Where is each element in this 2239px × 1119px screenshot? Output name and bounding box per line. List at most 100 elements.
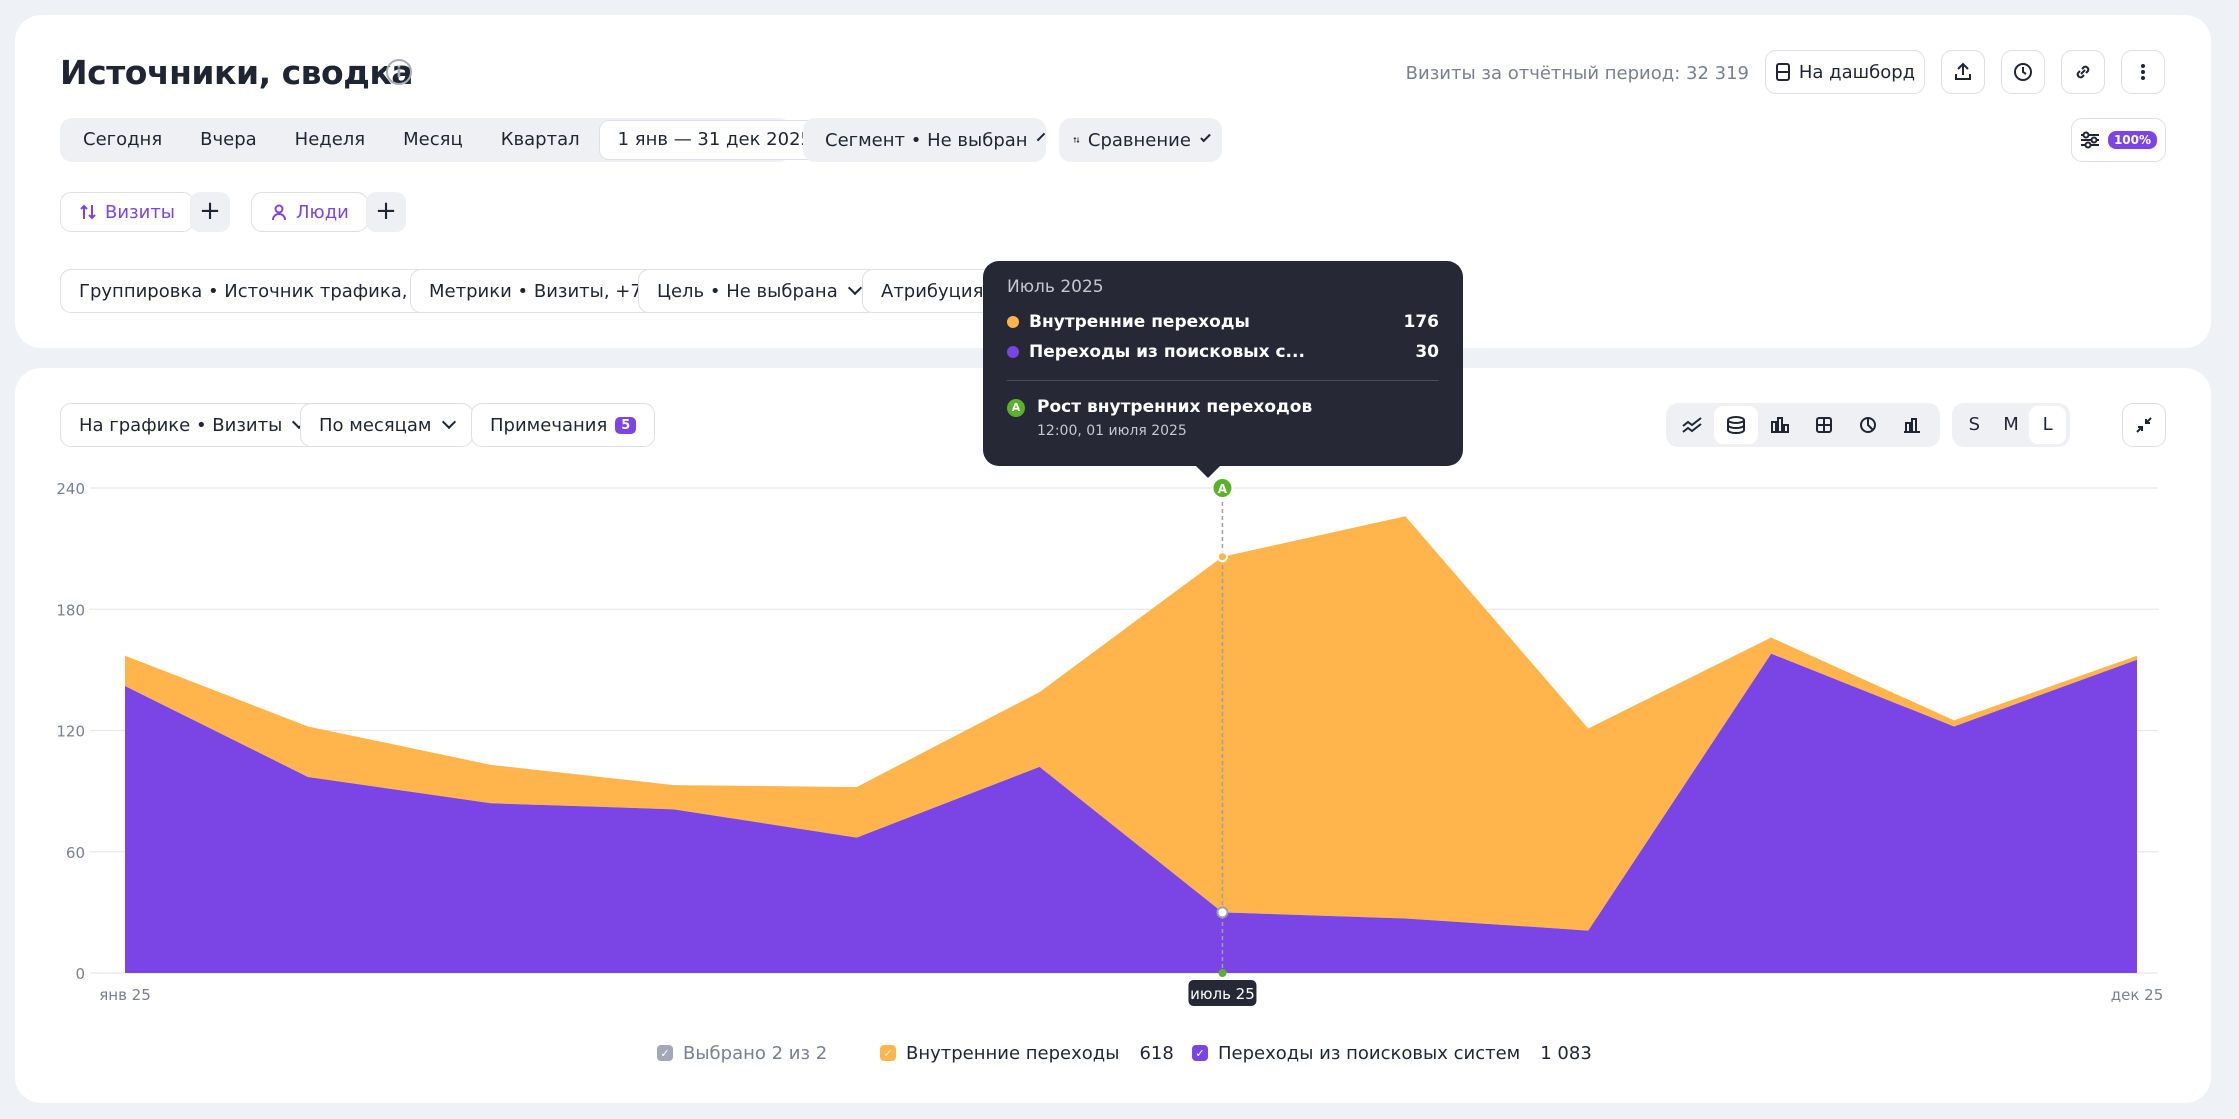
tooltip-row-search: Переходы из поисковых с... 30 <box>1007 339 1439 365</box>
legend-selected-toggle[interactable]: ✓ Выбрано 2 из 2 <box>657 1040 827 1066</box>
metrics-filter[interactable]: Метрики • Визиты, +7 <box>410 269 661 313</box>
checkbox-icon: ✓ <box>657 1045 673 1061</box>
chart-type-bar[interactable] <box>1758 406 1802 444</box>
legend-series-total: 1 083 <box>1540 1042 1592 1064</box>
compare-dropdown[interactable]: Сравнение <box>1059 118 1222 162</box>
upload-icon <box>1955 62 1971 80</box>
size-s[interactable]: S <box>1968 414 1981 435</box>
info-icon[interactable]: i <box>386 59 412 85</box>
compare-icon <box>1073 137 1080 143</box>
page-title: Источники, сводка <box>60 53 414 92</box>
legend-item-search[interactable]: ✓ Переходы из поисковых систем 1 083 <box>1192 1040 1592 1066</box>
tooltip-row-internal: Внутренние переходы 176 <box>1007 309 1439 335</box>
notes-button[interactable]: Примечания 5 <box>471 403 656 447</box>
tab-visits-label: Визиты <box>105 201 176 223</box>
legend-item-internal[interactable]: ✓ Внутренние переходы 618 <box>880 1040 1174 1066</box>
add-visits-button[interactable]: + <box>190 192 230 232</box>
chart-type-switcher <box>1666 403 1940 447</box>
period-quarter[interactable]: Квартал <box>500 129 580 150</box>
chart-type-line[interactable] <box>1670 406 1714 444</box>
legend-selected-label: Выбрано 2 из 2 <box>683 1042 828 1064</box>
more-vertical-icon <box>2141 64 2145 80</box>
dashboard-icon <box>1775 63 1790 81</box>
checkbox-icon: ✓ <box>1192 1045 1208 1061</box>
share-link-button[interactable] <box>2061 50 2105 94</box>
stacked-bar-icon <box>1816 417 1832 433</box>
visits-total: Визиты за отчётный период: 32 319 <box>1405 63 1749 84</box>
chevron-down-icon <box>1036 132 1045 142</box>
chart-tooltip: Июль 2025 Внутренние переходы 176 Перехо… <box>983 261 1463 478</box>
grouping-filter[interactable]: Группировка • Источник трафика, +2 <box>60 269 459 313</box>
tab-people[interactable]: Люди <box>251 192 368 232</box>
tooltip-series-name: Внутренние переходы <box>1029 312 1250 332</box>
export-button[interactable] <box>1941 50 1985 94</box>
legend-series-total: 618 <box>1139 1042 1174 1064</box>
visits-icon <box>80 204 96 220</box>
tooltip-series-value: 30 <box>1415 342 1439 362</box>
clock-icon <box>2014 63 2032 81</box>
detail-label: По месяцам <box>319 414 432 436</box>
chart-type-area[interactable] <box>1714 406 1758 444</box>
chart-type-columns[interactable] <box>1890 406 1934 444</box>
grouping-label: Группировка • Источник трафика, +2 <box>79 280 440 302</box>
goal-label: Цель • Не выбрана <box>657 280 838 302</box>
history-button[interactable] <box>2001 50 2045 94</box>
person-icon <box>272 204 286 221</box>
tab-visits[interactable]: Визиты <box>60 192 195 232</box>
chart-metric-label: На графике • Визиты <box>79 414 283 436</box>
metrics-label: Метрики • Визиты, +7 <box>429 280 642 302</box>
collapse-chart-button[interactable] <box>2122 403 2166 447</box>
tooltip-title: Июль 2025 <box>1007 277 1104 297</box>
note-time: 12:00, 01 июля 2025 <box>1037 423 1187 439</box>
size-l[interactable]: L <box>2029 406 2067 444</box>
period-today[interactable]: Сегодня <box>83 129 163 150</box>
detail-dropdown[interactable]: По месяцам <box>300 403 473 447</box>
to-dashboard-label: На дашборд <box>1798 61 1916 83</box>
tooltip-divider <box>1007 380 1439 381</box>
add-people-button[interactable]: + <box>366 192 406 232</box>
goal-filter[interactable]: Цель • Не выбрана <box>638 269 879 313</box>
note-marker-icon: A <box>1007 399 1025 417</box>
chart-size-switcher: S M L <box>1952 403 2070 447</box>
chevron-down-icon <box>1200 131 1211 143</box>
more-button[interactable] <box>2121 50 2165 94</box>
checkbox-icon: ✓ <box>880 1045 896 1061</box>
attribution-filter[interactable]: Атрибуция • <box>862 269 1002 313</box>
chart-metric-dropdown[interactable]: На графике • Визиты <box>60 403 324 447</box>
link-icon <box>2076 65 2090 79</box>
sliders-icon <box>2080 131 2099 149</box>
period-week[interactable]: Неделя <box>294 129 366 150</box>
chevron-down-icon <box>441 414 456 430</box>
bar-chart-icon <box>1771 417 1789 433</box>
size-m[interactable]: M <box>2003 414 2019 435</box>
tooltip-series-name: Переходы из поисковых с... <box>1029 342 1305 362</box>
compare-label: Сравнение <box>1087 129 1191 151</box>
attribution-label: Атрибуция • <box>881 280 1000 302</box>
internal-color-dot <box>1007 316 1019 328</box>
collapse-icon <box>2136 417 2152 433</box>
legend-series-name: Переходы из поисковых систем <box>1218 1042 1521 1064</box>
period-month[interactable]: Месяц <box>403 129 463 150</box>
column-chart-icon <box>1904 418 1920 433</box>
legend-series-name: Внутренние переходы <box>906 1042 1120 1064</box>
search-color-dot <box>1007 346 1019 358</box>
notes-count-badge: 5 <box>615 416 637 434</box>
chart-type-pie[interactable] <box>1846 406 1890 444</box>
tab-people-label: Люди <box>296 201 349 223</box>
chart-settings-button[interactable]: 100% <box>2071 118 2166 162</box>
segment-label: Сегмент • Не выбран <box>825 129 1028 151</box>
chevron-down-icon <box>847 280 862 296</box>
note-title: Рост внутренних переходов <box>1037 397 1313 417</box>
chart-card <box>15 368 2211 1103</box>
sampling-badge: 100% <box>2107 131 2158 149</box>
tooltip-series-value: 176 <box>1403 312 1440 332</box>
stacked-area-icon <box>1727 416 1745 434</box>
chart-type-stacked-bar[interactable] <box>1802 406 1846 444</box>
period-selector: Сегодня Вчера Неделя Месяц Квартал 1 янв… <box>60 118 853 162</box>
notes-label: Примечания <box>490 414 608 436</box>
period-yesterday[interactable]: Вчера <box>200 129 257 150</box>
segment-dropdown[interactable]: Сегмент • Не выбран <box>803 118 1046 162</box>
pie-chart-icon <box>1860 417 1876 433</box>
to-dashboard-button[interactable]: На дашборд <box>1765 50 1925 94</box>
date-range-label: 1 янв — 31 дек 2025 <box>617 129 812 150</box>
